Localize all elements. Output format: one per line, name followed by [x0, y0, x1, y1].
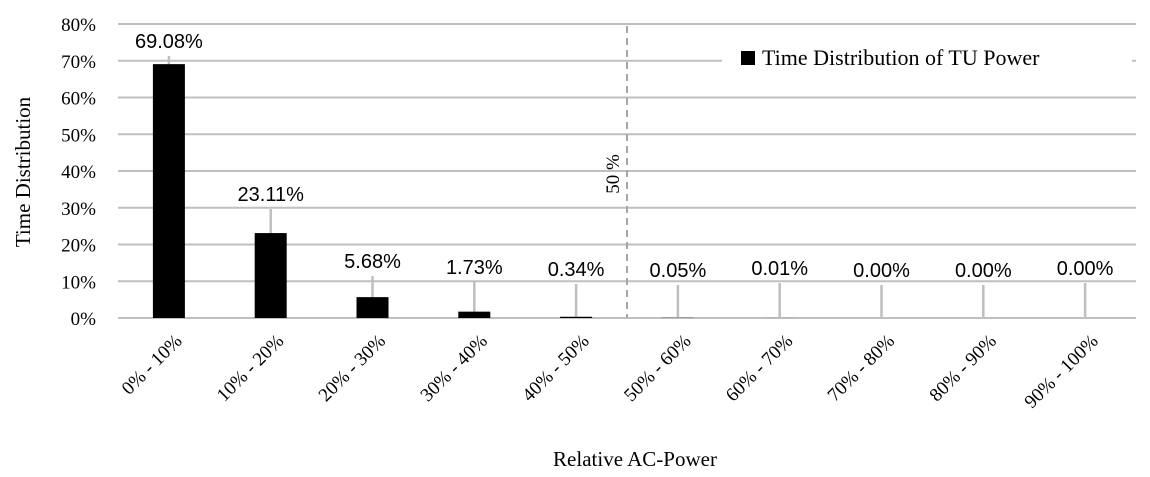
x-tick-label: 70% - 80% [824, 331, 899, 406]
x-tick-label: 50% - 60% [620, 331, 695, 406]
data-label: 0.01% [751, 258, 808, 280]
data-label: 0.00% [1057, 258, 1114, 280]
data-label: 0.00% [853, 260, 910, 282]
bar [458, 311, 491, 318]
x-tick-label: 60% - 70% [722, 331, 797, 406]
annotation: 50 % [603, 26, 628, 318]
bar [560, 316, 593, 318]
data-labels: 69.08% 23.11% 5.68% 1.73% 0.34% 0.05% 0.01% 0.0… [135, 31, 1114, 282]
data-label: 0.00% [955, 260, 1012, 282]
x-axis-title: Relative AC-Power [553, 447, 717, 471]
data-label: 0.34% [548, 259, 605, 281]
y-tick-label: 50% [61, 125, 96, 146]
data-label: 69.08% [135, 31, 203, 53]
bar [356, 297, 389, 318]
data-label: 23.11% [238, 184, 305, 206]
y-tick-label: 0% [71, 309, 97, 330]
x-tick-labels: 0% - 10% 10% - 20% 20% - 30% 30% - 40% 40% -… [118, 331, 1103, 413]
y-tick-label: 10% [61, 272, 96, 293]
y-tick-label: 80% [61, 15, 96, 36]
legend-background [722, 40, 1132, 78]
bars [152, 64, 796, 318]
x-tick-label: 40% - 50% [518, 331, 593, 406]
data-label: 0.05% [650, 260, 707, 282]
y-tick-label: 70% [61, 52, 96, 73]
x-tick-label: 30% - 40% [417, 331, 492, 406]
data-label-leaders [167, 56, 1087, 318]
legend: Time Distribution of TU Power [722, 40, 1132, 78]
x-tick-label: 20% - 30% [315, 331, 390, 406]
bar [254, 233, 287, 318]
x-tick-label: 0% - 10% [118, 331, 187, 400]
y-tick-label: 40% [61, 162, 96, 183]
legend-label: Time Distribution of TU Power [762, 45, 1040, 70]
x-tick-label: 80% - 90% [926, 331, 1001, 406]
x-tick-label: 10% - 20% [213, 331, 288, 406]
y-tick-label: 30% [61, 199, 96, 220]
data-label: 1.73% [446, 257, 503, 279]
bar [152, 64, 185, 318]
y-tick-label: 60% [61, 89, 96, 110]
data-label: 5.68% [344, 251, 401, 273]
x-tick-label: 90% - 100% [1021, 331, 1103, 413]
y-tick-labels: 0% 10% 20% 30% 40% 50% 60% 70% 80% [61, 15, 96, 330]
legend-swatch [741, 51, 755, 65]
y-tick-label: 20% [61, 236, 96, 257]
y-axis-title: Time Distribution [11, 96, 35, 247]
annotation-label: 50 % [603, 154, 624, 194]
